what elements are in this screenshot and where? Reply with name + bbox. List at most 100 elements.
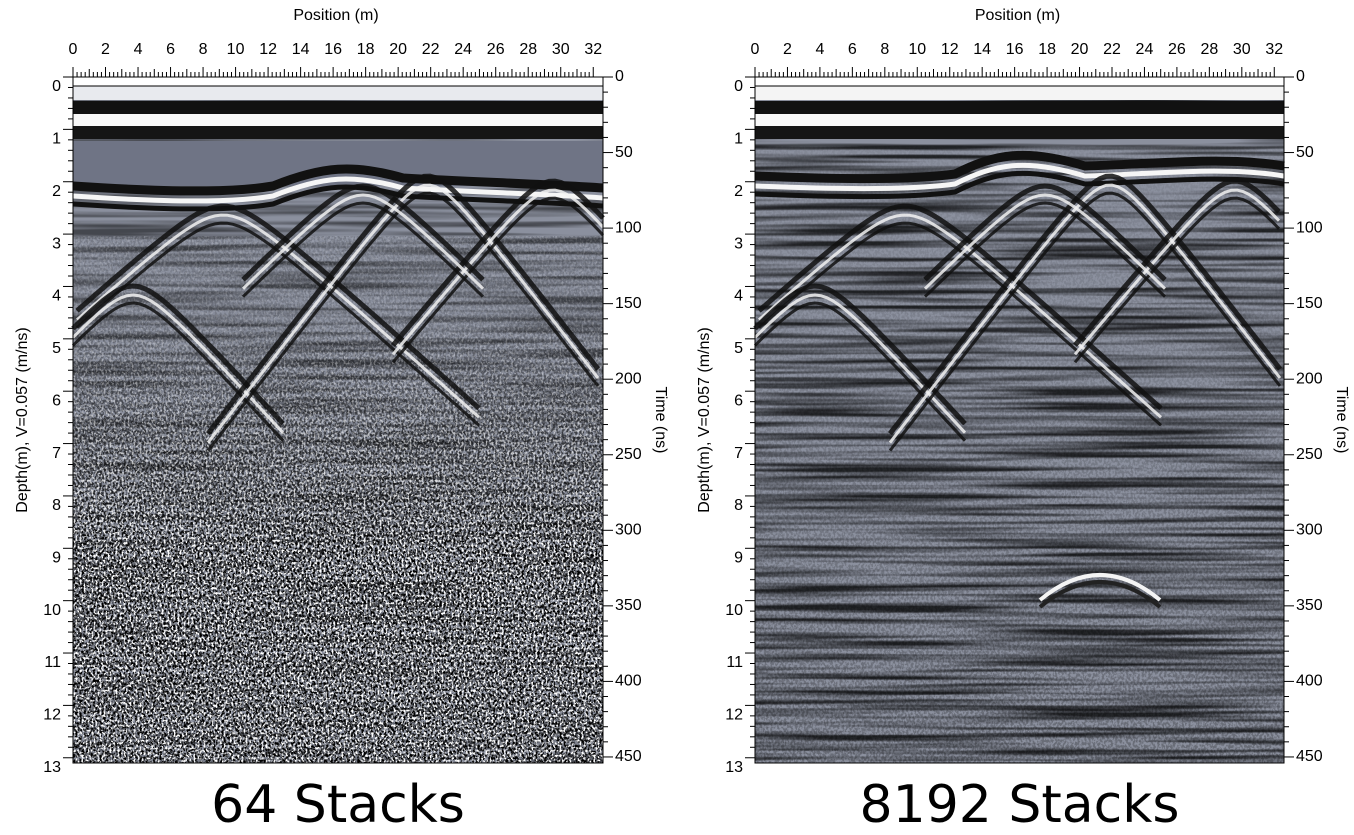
y2-tick-label: 400	[1296, 673, 1323, 690]
y-tick-label: 7	[734, 445, 743, 462]
y2-tick-label: 350	[615, 597, 642, 614]
reflector	[72, 176, 604, 204]
y-tick-label: 0	[734, 78, 743, 95]
y2-tick-label: 300	[1296, 522, 1323, 539]
x-axis-title: Position (m)	[975, 7, 1060, 24]
deep-target	[1038, 580, 1162, 609]
y-tick-label: 13	[725, 759, 743, 776]
y-tick-label: 4	[734, 288, 743, 305]
surface-band	[73, 101, 603, 114]
radargram	[71, 85, 605, 764]
y2-tick-label: 0	[615, 68, 624, 85]
reflector	[754, 150, 1285, 184]
panel-caption: 8192 Stacks	[860, 775, 1180, 835]
y2-axis-title: Time (ns)	[1333, 387, 1350, 454]
y-tick-label: 12	[725, 707, 743, 724]
reflector	[754, 170, 1285, 200]
diffraction	[1073, 178, 1281, 347]
x-tick-label: 30	[552, 41, 570, 58]
y-tick-label: 1	[734, 131, 743, 148]
y2-tick-label: 450	[1296, 748, 1323, 765]
x-tick-label: 32	[1265, 41, 1283, 58]
diffraction	[923, 183, 1167, 282]
x-tick-label: 6	[166, 41, 175, 58]
y-tick-label: 3	[52, 235, 61, 252]
x-tick-label: 4	[815, 41, 824, 58]
y-tick-label: 3	[734, 235, 743, 252]
y-tick-label: 8	[734, 497, 743, 514]
x-tick-label: 12	[259, 41, 277, 58]
diffraction	[1073, 196, 1281, 364]
y2-tick-label: 300	[615, 522, 642, 539]
surface-band	[755, 114, 1284, 126]
y-tick-label: 8	[52, 497, 61, 514]
x-tick-label: 16	[324, 41, 342, 58]
diffraction	[76, 221, 480, 427]
diffraction	[206, 183, 600, 444]
y-tick-label: 2	[734, 183, 743, 200]
noise-light	[73, 236, 603, 763]
y2-tick-label: 50	[615, 144, 633, 161]
surface-band	[755, 101, 1284, 114]
diffraction	[75, 203, 481, 411]
diffraction	[888, 173, 1282, 436]
x-axis-title: Position (m)	[293, 7, 378, 24]
y-tick-label: 10	[725, 602, 743, 619]
y-tick-label: 1	[52, 131, 61, 148]
x-tick-label: 6	[848, 41, 857, 58]
deep-target	[1038, 573, 1162, 602]
reflector	[72, 184, 604, 212]
surface-band	[73, 114, 603, 126]
x-tick-label: 30	[1233, 41, 1251, 58]
y-tick-label: 5	[734, 340, 743, 357]
y2-tick-label: 350	[1296, 597, 1323, 614]
x-tick-label: 14	[973, 41, 991, 58]
x-tick-label: 0	[751, 41, 760, 58]
diffraction	[758, 221, 1162, 427]
y-tick-label: 2	[52, 183, 61, 200]
reflector	[72, 164, 604, 196]
diffraction	[241, 183, 485, 282]
y-tick-label: 13	[43, 759, 61, 776]
y2-tick-label: 400	[615, 673, 642, 690]
surface-band	[755, 86, 1284, 100]
x-tick-label: 24	[1136, 41, 1154, 58]
diffraction	[923, 193, 1167, 290]
x-tick-label: 18	[1038, 41, 1056, 58]
x-tick-label: 4	[134, 41, 143, 58]
diffraction	[888, 183, 1282, 444]
reflector	[754, 162, 1285, 192]
diffraction	[923, 201, 1167, 298]
diffraction	[206, 173, 600, 436]
y2-tick-label: 250	[615, 446, 642, 463]
x-tick-label: 2	[101, 41, 110, 58]
y-tick-label: 6	[734, 392, 743, 409]
y-tick-label: 11	[44, 654, 61, 671]
x-tick-label: 10	[908, 41, 926, 58]
noise-dark	[755, 146, 1284, 763]
x-tick-label: 0	[69, 41, 78, 58]
x-tick-label: 10	[227, 41, 245, 58]
y-tick-label: 0	[52, 78, 61, 95]
y2-tick-label: 100	[615, 219, 642, 236]
panel-caption: 64 Stacks	[211, 775, 465, 835]
surface-band	[73, 86, 603, 100]
x-tick-label: 28	[1200, 41, 1218, 58]
x-tick-label: 8	[199, 41, 208, 58]
diffraction	[71, 293, 285, 434]
x-tick-label: 26	[1168, 41, 1186, 58]
x-tick-label: 8	[880, 41, 889, 58]
y-tick-label: 9	[734, 550, 743, 567]
y2-tick-label: 50	[1296, 144, 1314, 161]
diffraction	[71, 301, 285, 442]
y-tick-label: 4	[52, 288, 61, 305]
x-tick-label: 26	[487, 41, 505, 58]
y2-tick-label: 150	[615, 295, 642, 312]
y-tick-label: 5	[52, 340, 61, 357]
y2-tick-label: 250	[1296, 446, 1323, 463]
x-tick-label: 14	[292, 41, 310, 58]
y-tick-label: 10	[43, 602, 61, 619]
surface-band	[73, 126, 603, 139]
y-tick-label: 6	[52, 392, 61, 409]
